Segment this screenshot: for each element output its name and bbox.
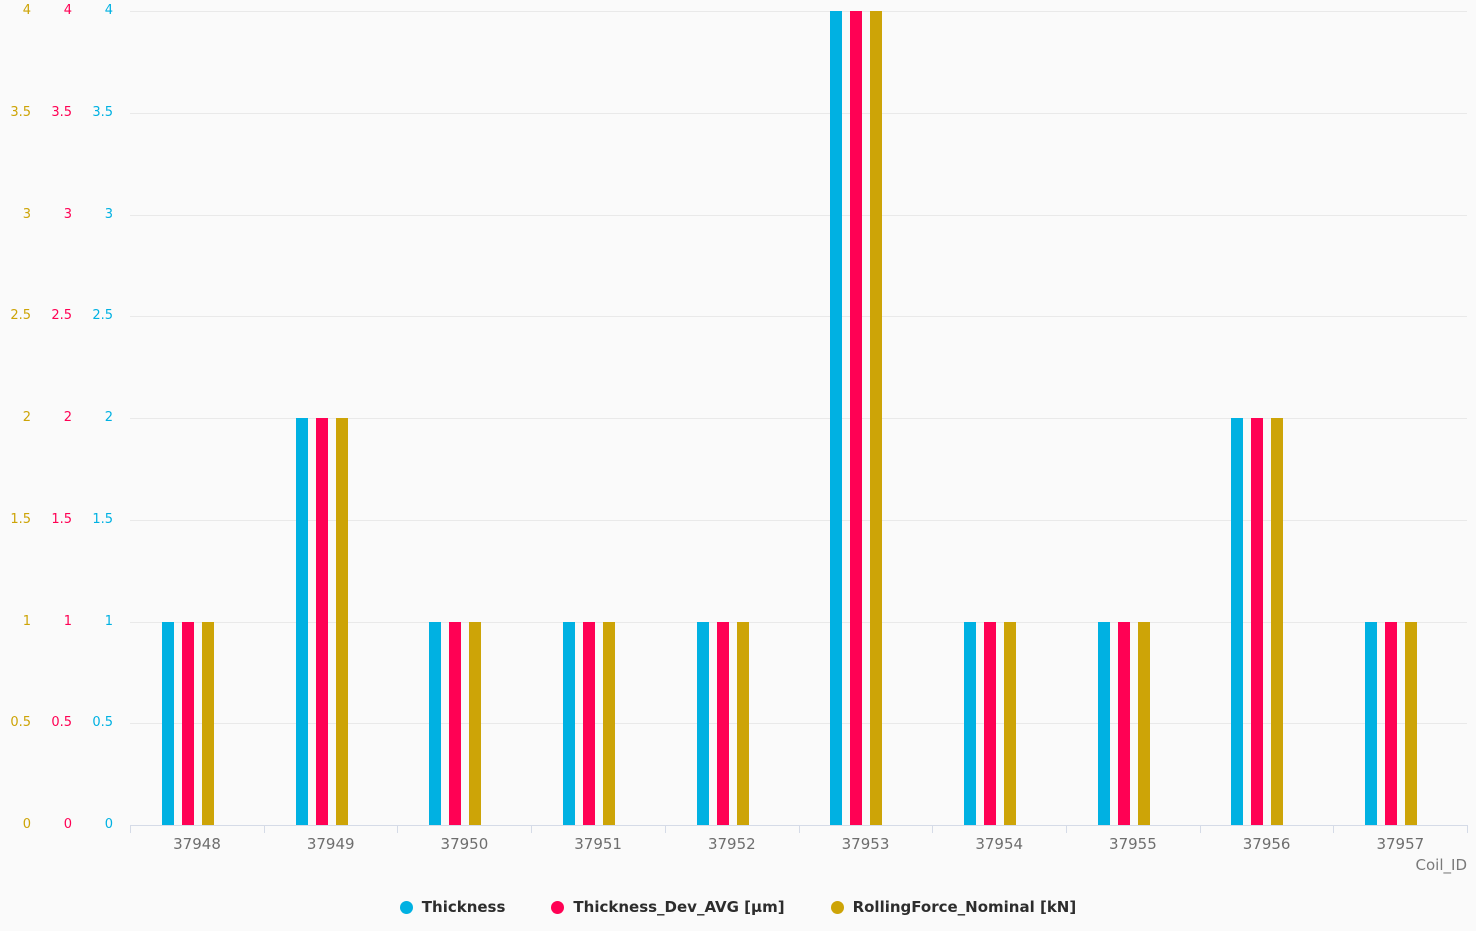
x-axis-tick	[664, 825, 666, 833]
y-tick-label: 2.5	[10, 308, 31, 324]
x-axis-tick	[397, 825, 399, 833]
bar-series2-37953[interactable]	[870, 11, 883, 825]
bar-series1-37953[interactable]	[850, 11, 863, 825]
x-axis-tick	[1065, 825, 1067, 833]
y-tick-label: 2	[104, 410, 113, 425]
y-tick-label: 3.5	[51, 104, 72, 120]
y-tick-label: 1	[22, 613, 31, 629]
x-tick-label: 37955	[1109, 835, 1157, 853]
gridline	[130, 11, 1467, 12]
y-tick-label: 0	[104, 817, 113, 832]
gridline	[130, 214, 1467, 216]
x-axis-tick	[263, 825, 265, 833]
y-tick-label: 3	[104, 206, 113, 222]
bar-series1-37954[interactable]	[984, 621, 997, 825]
bar-series1-37957[interactable]	[1385, 621, 1398, 825]
y-tick-label: 2	[63, 410, 72, 425]
y-tick-label: 0.5	[10, 715, 31, 731]
x-axis-tick	[1199, 825, 1201, 833]
x-tick-label: 37952	[707, 835, 756, 853]
x-axis-tick	[1333, 825, 1335, 833]
y-tick-label: 0.5	[51, 715, 72, 731]
bar-series0-37948[interactable]	[161, 621, 174, 825]
legend-marker-circle	[830, 900, 844, 914]
bar-series2-37954[interactable]	[1004, 621, 1017, 825]
bar-series2-37956[interactable]	[1271, 418, 1284, 825]
bar-series0-37950[interactable]	[429, 621, 442, 825]
gridline	[130, 519, 1467, 521]
y-tick-label: 4	[104, 3, 113, 18]
y-tick-label: 1.5	[10, 511, 31, 527]
x-axis-tick	[1467, 825, 1468, 833]
legend-item-thickness-dev-avg[interactable]: Thickness_Dev_AVG [µm]	[551, 898, 785, 916]
x-tick-label: 37956	[1242, 835, 1291, 853]
bar-series2-37957[interactable]	[1405, 621, 1418, 825]
x-tick-label: 37954	[975, 835, 1024, 853]
legend-item-thickness[interactable]: Thickness	[399, 898, 506, 916]
bar-series2-37951[interactable]	[602, 621, 615, 825]
gridline	[130, 316, 1467, 318]
gridline	[130, 723, 1467, 725]
y-tick-label: 2.5	[51, 308, 72, 324]
x-axis-tick	[798, 825, 800, 833]
y-tick-label: 1.5	[51, 511, 72, 527]
bar-series1-37949[interactable]	[315, 418, 328, 825]
bar-series0-37955[interactable]	[1097, 621, 1110, 825]
bar-series0-37949[interactable]	[295, 418, 308, 825]
bar-series1-37955[interactable]	[1117, 621, 1130, 825]
y-tick-label: 1	[63, 613, 72, 629]
gridline	[130, 621, 1467, 623]
gridline	[130, 112, 1467, 114]
x-tick-label: 37949	[306, 835, 355, 853]
x-axis-tick	[932, 825, 934, 833]
bar-series1-37950[interactable]	[449, 621, 462, 825]
x-tick-label: 37950	[440, 835, 489, 853]
x-tick-label: 37953	[841, 835, 890, 853]
y-tick-label: 3.5	[92, 104, 113, 120]
legend-label: RollingForce_Nominal [kN]	[852, 898, 1077, 916]
y-tick-label: 3.5	[10, 104, 31, 120]
bar-series1-37952[interactable]	[716, 621, 729, 825]
legend-marker-circle	[551, 900, 565, 914]
bar-series2-37950[interactable]	[469, 621, 482, 825]
bar-series0-37956[interactable]	[1231, 418, 1244, 825]
bar-series0-37957[interactable]	[1365, 621, 1378, 825]
bar-series2-37949[interactable]	[335, 418, 348, 825]
gridline	[130, 418, 1467, 419]
y-tick-label: 4	[63, 3, 72, 18]
y-tick-label: 3	[63, 206, 72, 222]
legend-marker-circle	[399, 900, 413, 914]
bar-series0-37951[interactable]	[562, 621, 575, 825]
bar-series2-37955[interactable]	[1137, 621, 1150, 825]
x-tick-label: 37957	[1376, 835, 1425, 853]
legend-label: Thickness	[421, 898, 506, 916]
bar-series0-37952[interactable]	[696, 621, 709, 825]
bar-series1-37956[interactable]	[1251, 418, 1264, 825]
legend-item-rollingforce-nominal[interactable]: RollingForce_Nominal [kN]	[830, 898, 1077, 916]
legend-label: Thickness_Dev_AVG [µm]	[573, 898, 785, 916]
x-axis-tick	[531, 825, 533, 833]
y-tick-label: 1.5	[92, 511, 113, 527]
bar-series1-37948[interactable]	[181, 621, 194, 825]
y-tick-label: 2.5	[92, 308, 113, 324]
x-tick-label: 37948	[173, 835, 221, 853]
bar-series2-37948[interactable]	[201, 621, 214, 825]
y-tick-label: 4	[22, 3, 31, 18]
x-tick-label: 37951	[574, 835, 622, 853]
y-tick-label: 3	[22, 206, 31, 222]
bar-series0-37954[interactable]	[964, 621, 977, 825]
x-axis-title: Coil_ID	[1415, 856, 1467, 874]
y-tick-label: 2	[22, 410, 31, 425]
x-axis-tick	[130, 825, 131, 833]
bar-series0-37953[interactable]	[830, 11, 843, 825]
y-tick-label: 0	[22, 817, 31, 832]
legend: Thickness Thickness_Dev_AVG [µm] Rolling…	[0, 898, 1476, 916]
y-tick-label: 0.5	[92, 715, 113, 731]
bar-series2-37952[interactable]	[736, 621, 749, 825]
bar-series1-37951[interactable]	[582, 621, 595, 825]
y-tick-label: 1	[104, 613, 113, 629]
y-tick-label: 0	[63, 817, 72, 832]
